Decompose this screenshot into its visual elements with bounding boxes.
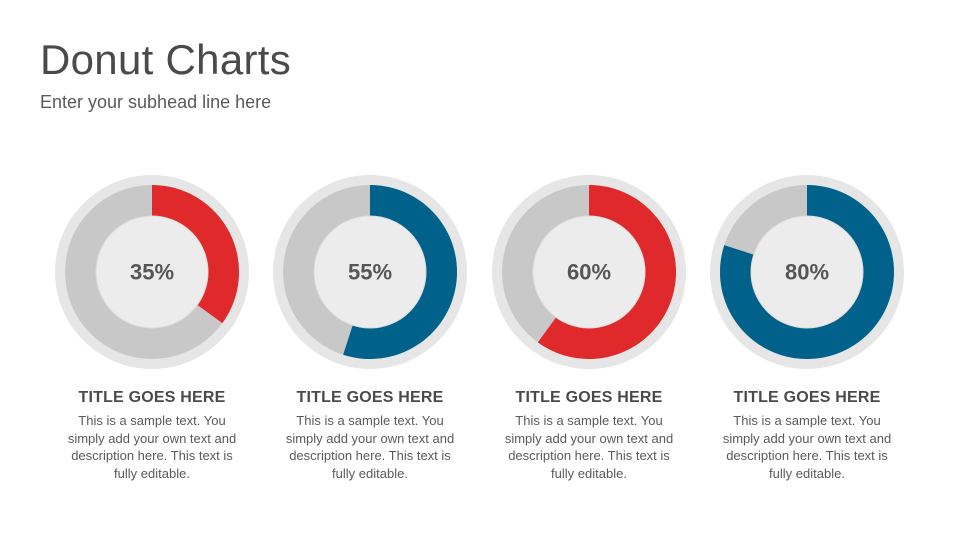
donut-charts-row: 35% TITLE GOES HERE This is a sample tex… [0,170,960,510]
card-title: TITLE GOES HERE [78,389,226,406]
card-title: TITLE GOES HERE [296,389,444,406]
donut-center [750,215,864,329]
donut-center [532,215,646,329]
card-description: This is a sample text. You simply add yo… [504,413,674,481]
slide-title: Donut Charts [40,36,292,83]
card-title: TITLE GOES HERE [515,389,663,406]
donut-card-4: 80% TITLE GOES HERE This is a sample tex… [707,170,907,490]
donut-chart-2: 55% [273,175,467,369]
donut-chart-4: 80% [710,175,904,369]
donut-card-1: 35% TITLE GOES HERE This is a sample tex… [52,170,252,490]
donut-value-label: 55% [348,260,392,285]
card-description: This is a sample text. You simply add yo… [722,413,892,481]
donut-center [313,215,427,329]
slide-subtitle: Enter your subhead line here [40,92,272,112]
donut-card-3: 60% TITLE GOES HERE This is a sample tex… [489,170,689,490]
donut-chart-3: 60% [492,175,686,369]
donut-value-label: 60% [567,260,611,285]
card-description: This is a sample text. You simply add yo… [67,413,237,481]
card-title: TITLE GOES HERE [733,389,881,406]
donut-value-label: 80% [785,260,829,285]
donut-value-label: 35% [130,260,174,285]
donut-chart-1: 35% [55,175,249,369]
donut-center [95,215,209,329]
card-description: This is a sample text. You simply add yo… [285,413,455,481]
donut-card-2: 55% TITLE GOES HERE This is a sample tex… [270,170,470,490]
